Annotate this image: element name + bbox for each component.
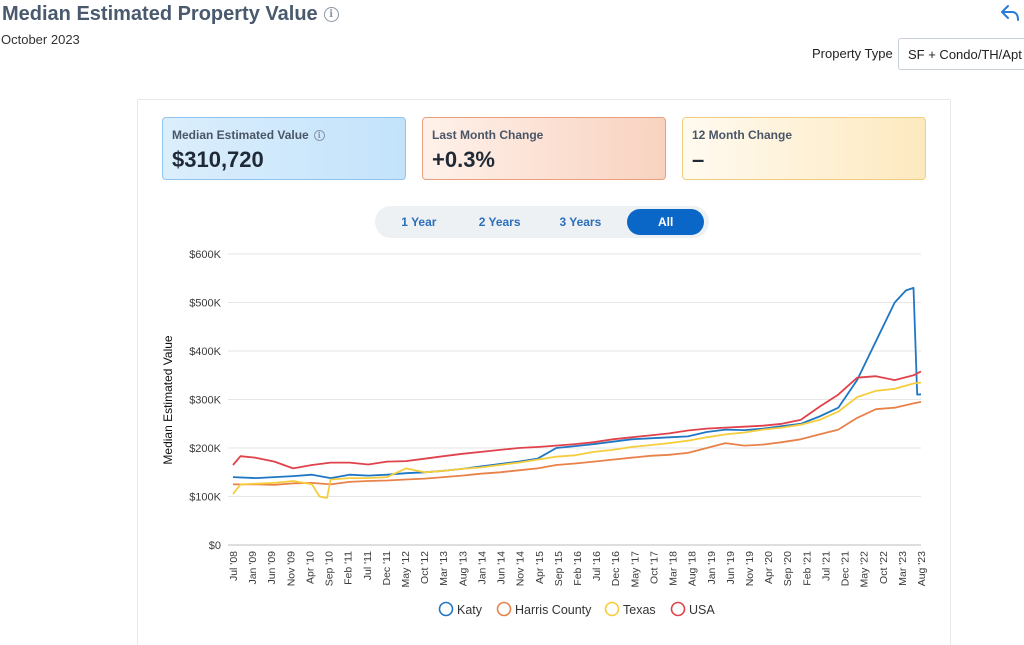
x-tick-label: Mar '23 (897, 551, 909, 586)
series-line-harris-county[interactable] (233, 401, 922, 486)
x-tick-label: Dec '21 (840, 551, 852, 586)
series-line-texas[interactable] (232, 381, 922, 499)
x-tick-label: Jun '09 (266, 551, 278, 585)
legend-marker-harris-county[interactable] (496, 601, 512, 617)
x-tick-label: Mar '13 (438, 551, 450, 586)
info-icon[interactable]: i (313, 129, 325, 141)
twelve-month-change-value: – (692, 147, 705, 172)
y-tick-label: $500K (189, 298, 221, 310)
x-tick-label: Oct '22 (878, 551, 890, 584)
x-tick-label: May '17 (629, 551, 641, 588)
series-line-usa[interactable] (232, 370, 922, 470)
median-value-card-label: Median Estimated Value i (172, 128, 396, 142)
x-tick-label: Feb '21 (801, 551, 813, 586)
property-type-select[interactable]: SF + Condo/TH/Apt (898, 38, 1024, 70)
x-tick-label: Apr '20 (763, 551, 775, 584)
last-month-change-label: Last Month Change (432, 128, 544, 142)
x-tick-label: Nov '14 (515, 551, 527, 586)
y-tick-label: $0 (209, 540, 221, 552)
range-3-years-button[interactable]: 3 Years (559, 215, 602, 229)
y-tick-label: $200K (189, 443, 221, 455)
legend-label-texas[interactable]: Texas (623, 603, 656, 617)
property-type-label: Property Type (812, 46, 893, 61)
x-tick-label: Jun '14 (496, 551, 508, 585)
x-tick-label: Jul '21 (820, 551, 832, 581)
legend-marker-texas[interactable] (604, 601, 620, 617)
x-tick-label: Jan '19 (706, 551, 718, 585)
range-1-year-button[interactable]: 1 Year (401, 215, 437, 229)
series-line-katy[interactable] (232, 287, 922, 479)
info-icon[interactable]: i (323, 7, 339, 22)
x-tick-label: Sep '20 (782, 551, 794, 586)
y-tick-label: $300K (189, 395, 221, 407)
x-tick-label: Sep '10 (324, 551, 336, 586)
range-2-years-button[interactable]: 2 Years (478, 215, 521, 229)
x-tick-label: Feb '16 (572, 551, 584, 586)
legend-label-harris-county[interactable]: Harris County (515, 603, 592, 617)
x-tick-label: Dec '16 (610, 551, 622, 586)
twelve-month-change-label: 12 Month Change (692, 128, 793, 142)
page-title-text: Median Estimated Property Value (2, 3, 318, 25)
page-subtitle: October 2023 (1, 32, 80, 47)
time-range-toggle: 1 Year 2 Years 3 Years All (375, 206, 709, 238)
x-tick-label: Jan '14 (476, 551, 488, 585)
median-value-label-text: Median Estimated Value (172, 128, 309, 142)
median-value-amount: $310,720 (172, 147, 264, 172)
x-tick-label: Aug '13 (457, 551, 469, 586)
median-value-card: Median Estimated Value i $310,720 (162, 117, 406, 180)
last-month-change-value: +0.3% (432, 147, 495, 172)
chart-panel: Median Estimated Value i $310,720 Last M… (137, 99, 951, 645)
x-tick-label: Oct '17 (648, 551, 660, 584)
range-all-button[interactable]: All (627, 209, 704, 235)
x-tick-label: Sep '15 (553, 551, 565, 586)
legend-label-usa[interactable]: USA (689, 603, 715, 617)
legend-label-katy[interactable]: Katy (457, 603, 483, 617)
x-tick-label: May '22 (859, 551, 871, 588)
y-tick-label: $600K (189, 249, 221, 261)
x-tick-label: Nov '09 (285, 551, 297, 586)
x-tick-label: Jul '16 (591, 551, 603, 581)
x-tick-label: Apr '15 (534, 551, 546, 584)
legend-marker-katy[interactable] (438, 601, 454, 617)
x-tick-label: Jul '08 (228, 551, 240, 581)
x-tick-label: Jun '19 (725, 551, 737, 585)
x-tick-label: Jul '11 (362, 551, 374, 580)
last-month-change-card: Last Month Change +0.3% (422, 117, 666, 180)
x-tick-label: Nov '19 (744, 551, 756, 586)
page-title: Median Estimated Property Value i (2, 3, 339, 26)
x-tick-label: Oct '12 (419, 551, 431, 584)
y-tick-label: $400K (189, 346, 221, 358)
twelve-month-change-card: 12 Month Change – (682, 117, 926, 180)
share-icon[interactable] (1000, 4, 1020, 22)
x-tick-label: Feb '11 (343, 551, 355, 585)
x-tick-label: Mar '18 (668, 551, 680, 586)
x-tick-label: Aug '23 (916, 551, 928, 586)
legend-marker-usa[interactable] (670, 601, 686, 617)
x-tick-label: Dec '11 (381, 551, 393, 586)
y-axis-title: Median Estimated Value (161, 335, 175, 465)
x-tick-label: May '12 (400, 551, 412, 588)
x-tick-label: Apr '10 (304, 551, 316, 584)
y-tick-label: $100K (189, 492, 221, 504)
x-tick-label: Jan '09 (247, 551, 259, 585)
x-tick-label: Aug '18 (687, 551, 699, 586)
